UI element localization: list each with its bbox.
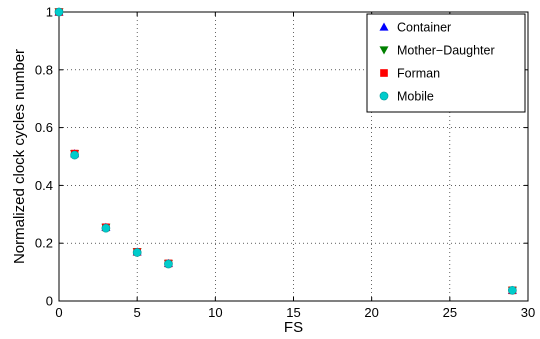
x-tick-label: 15: [286, 305, 300, 320]
x-tick-label: 0: [55, 305, 62, 320]
legend-box: [366, 13, 526, 113]
legend-label: Mother−Daughter: [397, 44, 495, 58]
y-tick-label: 0: [46, 294, 53, 309]
data-point-mobile: [164, 259, 173, 269]
y-tick-label: 0.6: [35, 120, 53, 135]
data-point-mobile: [508, 285, 517, 295]
legend-marker: [379, 22, 389, 31]
y-tick-label: 0.4: [35, 178, 53, 193]
data-point-mobile: [70, 150, 79, 160]
legend-marker: [379, 91, 389, 101]
y-axis-label: Normalized clock cycles number: [11, 49, 28, 264]
x-tick-label: 10: [208, 305, 222, 320]
legend: Container Mother−Daughter Forman Mobile: [366, 13, 526, 113]
legend-label: Mobile: [397, 90, 434, 104]
x-tick-label: 5: [134, 305, 141, 320]
x-tick-label: 30: [521, 305, 535, 320]
data-point-mobile: [101, 223, 111, 233]
x-axis-label: FS: [284, 319, 303, 336]
legend-label: Forman: [397, 67, 440, 81]
legend-label: Container: [397, 21, 451, 35]
legend-marker: [380, 69, 388, 77]
data-point-mobile: [132, 248, 142, 257]
data-markers: [54, 7, 517, 295]
x-tick-label: 20: [364, 305, 378, 320]
x-tick-label: 25: [443, 305, 457, 320]
x-tick-labels: 0 5 10 15 20 25 30: [55, 305, 535, 320]
y-tick-label: 1: [46, 5, 53, 20]
y-tick-labels: 0 0.2 0.4 0.6 0.8 1: [35, 5, 53, 309]
legend-marker: [379, 46, 389, 55]
data-point-mobile: [54, 7, 64, 17]
y-tick-label: 0.2: [35, 236, 53, 251]
y-tick-label: 0.8: [35, 62, 53, 77]
